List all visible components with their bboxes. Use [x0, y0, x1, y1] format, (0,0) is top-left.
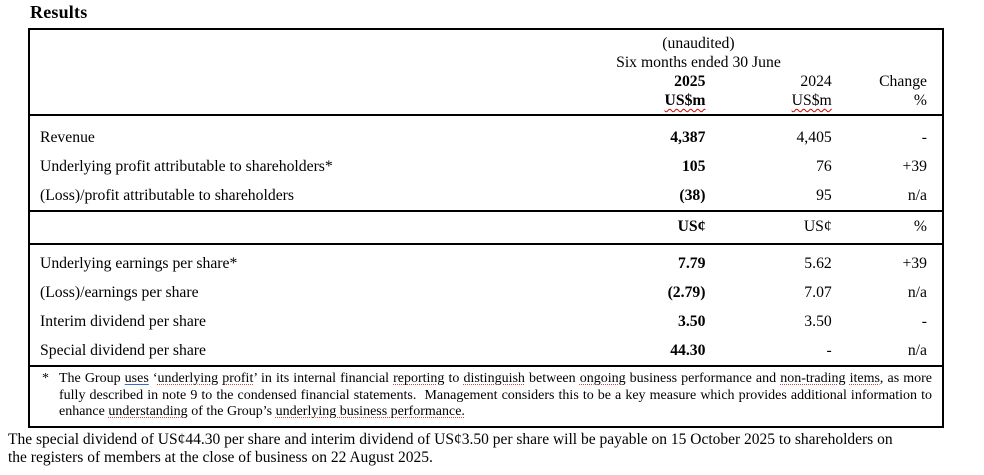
header-spacer — [29, 72, 558, 91]
cents-section: Underlying earnings per share* 7.79 5.62… — [29, 244, 943, 366]
footnote-cell: * The Group uses ‘underlying profit’ in i… — [29, 365, 943, 427]
header-row-unaudited: (unaudited) — [29, 29, 943, 53]
footnote-plain-text: ‘ — [148, 371, 158, 386]
footnote-plain-text: business performance and — [625, 371, 781, 386]
row-label: (Loss)/earnings per share — [40, 284, 199, 301]
unit-spacer — [29, 210, 559, 245]
col-header-2024: 2024 — [800, 73, 832, 90]
table-header: (unaudited) Six months ended 30 June 202… — [29, 29, 943, 116]
value-2024: - — [826, 342, 832, 359]
footnote-marked-text: underlying business performance. — [275, 404, 465, 419]
table-row-underlying-eps: Underlying earnings per share* 7.79 5.62… — [29, 244, 943, 278]
value-2024: 7.07 — [804, 284, 832, 301]
row-label: (Loss)/profit attributable to shareholde… — [40, 187, 294, 204]
value-change: n/a — [907, 342, 927, 359]
dividend-note-line: the registers of members at the close of… — [8, 449, 433, 466]
footnote-marked-text: distinguish — [463, 371, 525, 386]
cents-unit-row: US¢ US¢ % — [29, 210, 943, 245]
footnote: * The Group uses ‘underlying profit’ in i… — [40, 371, 932, 421]
footnote-plain-text: to — [444, 371, 464, 386]
footnote-plain-text: between — [524, 371, 580, 386]
unit-cents-2024: US¢ — [712, 210, 839, 245]
value-2025: (2.79) — [667, 284, 706, 301]
header-unaudited: (unaudited) — [662, 35, 735, 52]
footnote-plain-text: The Group — [59, 371, 125, 386]
value-2025: (38) — [679, 187, 706, 204]
footnote-marked-text: underlying — [157, 371, 219, 386]
footnote-marker: * — [42, 371, 49, 386]
header-row-period: Six months ended 30 June — [29, 53, 943, 72]
footnote-marked-text: profit — [222, 371, 254, 386]
footnote-marked-text: ongoing — [579, 371, 626, 386]
usdm-section: Revenue 4,387 4,405 - Underlying profit … — [29, 115, 943, 211]
unit-usdm-2025: US$m — [664, 92, 706, 109]
footnote-marked-text: uses — [124, 371, 149, 386]
header-row-units: US$m US$m % — [29, 91, 943, 116]
value-2024: 4,405 — [796, 129, 832, 146]
value-2025: 44.30 — [670, 342, 706, 359]
footnote-row: * The Group uses ‘underlying profit’ in i… — [29, 365, 943, 427]
footnote-marked-text: non-trading — [780, 371, 846, 386]
value-2025: 105 — [681, 158, 706, 175]
value-change: n/a — [907, 284, 927, 301]
value-2024: 5.62 — [804, 255, 832, 272]
table-row-units-cents: US¢ US¢ % — [29, 210, 943, 245]
value-2025: 3.50 — [678, 313, 706, 330]
header-row-years: 2025 2024 Change — [29, 72, 943, 91]
row-label: Underlying earnings per share* — [40, 255, 238, 272]
row-label: Underlying profit attributable to shareh… — [40, 158, 333, 175]
row-label: Interim dividend per share — [40, 313, 206, 330]
value-change: n/a — [907, 187, 927, 204]
col-header-change: Change — [879, 73, 927, 90]
value-change: - — [921, 313, 927, 330]
table-row-interim-dividend: Interim dividend per share 3.50 3.50 - — [29, 307, 943, 336]
value-change: +39 — [902, 255, 927, 272]
row-label: Revenue — [40, 129, 95, 146]
footnote-plain-text: as more fully described in note 9 to the… — [59, 371, 932, 419]
header-spacer — [29, 53, 558, 72]
table-row-loss-profit: (Loss)/profit attributable to shareholde… — [29, 181, 943, 211]
value-change: +39 — [902, 158, 927, 175]
footnote-marked-text: reporting — [393, 371, 445, 386]
col-header-2025: 2025 — [674, 73, 706, 90]
table-row-loss-eps: (Loss)/earnings per share (2.79) 7.07 n/… — [29, 278, 943, 307]
header-spacer — [839, 29, 943, 53]
value-2024: 3.50 — [804, 313, 832, 330]
unit-usdm-2024: US$m — [791, 92, 832, 109]
value-2025: 7.79 — [678, 255, 706, 272]
results-table: (unaudited) Six months ended 30 June 202… — [28, 28, 944, 428]
unit-cents-2025: US¢ — [558, 210, 713, 245]
value-2025: 4,387 — [670, 129, 706, 146]
footnote-section: * The Group uses ‘underlying profit’ in i… — [29, 365, 943, 427]
footnote-marked-text: understanding — [108, 404, 188, 419]
unit-header-change: % — [838, 91, 943, 116]
table-row-underlying-profit: Underlying profit attributable to shareh… — [29, 152, 943, 181]
footnote-marked-text: items, — [849, 371, 884, 386]
value-2024: 76 — [816, 158, 832, 175]
unit-cents-change: % — [838, 210, 943, 245]
value-2024: 95 — [816, 187, 832, 204]
page-title: Results — [30, 2, 88, 22]
unit-header-2024: US$m — [712, 91, 839, 116]
table-row-special-dividend: Special dividend per share 44.30 - n/a — [29, 336, 943, 366]
value-change: - — [921, 129, 927, 146]
dividend-payment-note: The special dividend of US¢44.30 per sha… — [8, 431, 976, 468]
footnote-plain-text: of the Group’s — [187, 404, 276, 419]
header-period: Six months ended 30 June — [616, 54, 781, 71]
footnote-text: The Group uses ‘underlying profit’ in it… — [59, 371, 932, 419]
footnote-plain-text: ’ in its internal financial — [253, 371, 394, 386]
table-row-revenue: Revenue 4,387 4,405 - — [29, 115, 943, 152]
header-spacer — [29, 29, 558, 53]
row-label: Special dividend per share — [40, 342, 206, 359]
unit-header-2025: US$m — [558, 91, 713, 116]
header-spacer — [839, 53, 943, 72]
dividend-note-line: The special dividend of US¢44.30 per sha… — [8, 430, 893, 448]
header-spacer — [29, 91, 559, 116]
